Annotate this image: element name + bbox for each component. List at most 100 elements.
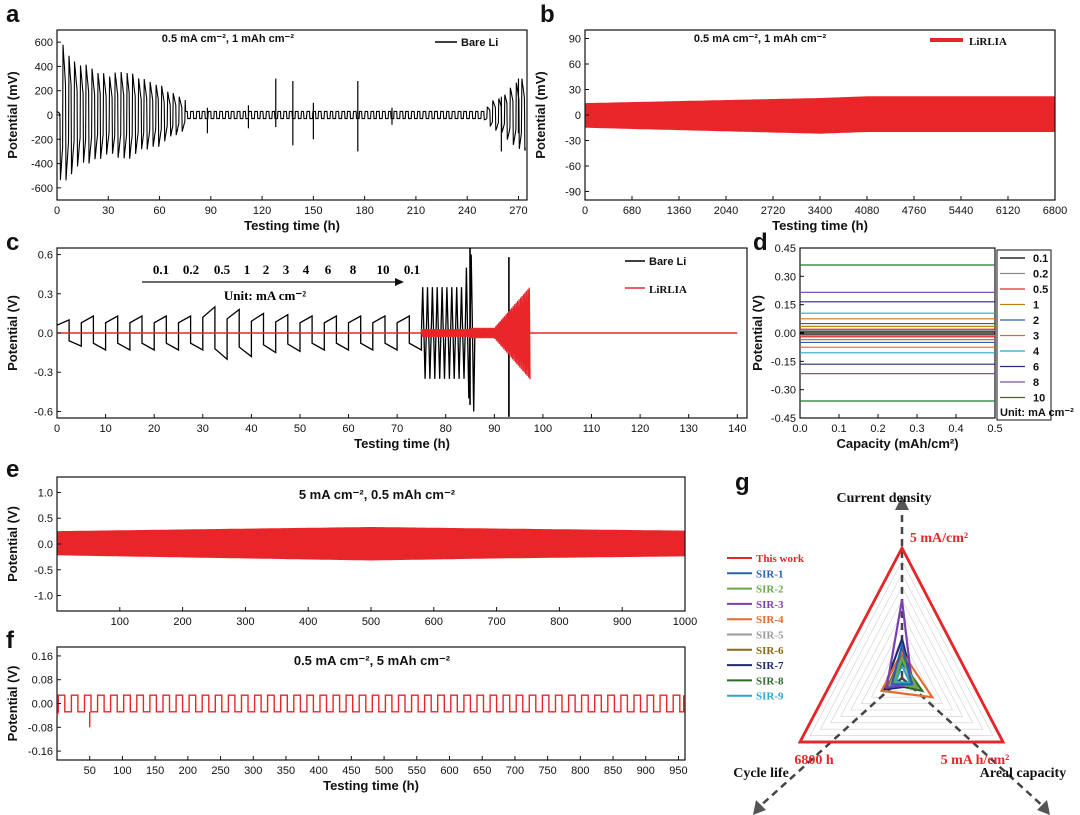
legend-label: SIR-9 <box>756 691 784 703</box>
rate-label: 3 <box>283 262 290 277</box>
axis-name-areal-capacity: Areal capacity <box>980 766 1066 781</box>
x-tick-label: 4080 <box>855 205 879 217</box>
rate-arrowhead <box>395 278 404 286</box>
rate-label: 10 <box>377 262 390 277</box>
x-tick-label: 80 <box>440 423 452 435</box>
x-tick-label: 850 <box>604 765 622 777</box>
x-tick-label: 550 <box>408 765 426 777</box>
y-tick-label: -90 <box>565 187 581 199</box>
x-tick-label: 120 <box>253 205 271 217</box>
x-tick-label: 350 <box>277 765 295 777</box>
y-tick-label: 0.16 <box>32 651 53 663</box>
legend-label: 0.2 <box>1033 269 1048 281</box>
x-tick-label: 90 <box>205 205 217 217</box>
x-tick-label: 2040 <box>714 205 738 217</box>
radar-arrowhead <box>1037 800 1050 815</box>
y-tick-label: 0 <box>47 110 53 122</box>
legend-label: 1 <box>1033 300 1039 312</box>
x-tick-label: 500 <box>362 616 380 628</box>
y-tick-label: 400 <box>35 61 53 73</box>
rate-label: 6 <box>325 262 332 277</box>
y-axis-title: Potential (mV) <box>533 71 548 158</box>
axis-name-cycle-life: Cycle life <box>733 766 789 781</box>
x-tick-label: 180 <box>355 205 373 217</box>
y-tick-label: 0.0 <box>38 539 53 551</box>
x-axis-title: Testing time (h) <box>354 436 450 451</box>
x-tick-label: 700 <box>506 765 524 777</box>
x-tick-label: 6800 <box>1043 205 1067 217</box>
x-tick-label: 400 <box>309 765 327 777</box>
y-tick-label: -1.0 <box>34 591 53 603</box>
legend-label: SIR-4 <box>756 614 784 626</box>
x-tick-label: 60 <box>153 205 165 217</box>
condition-label: 0.5 mA cm⁻², 1 mAh cm⁻² <box>162 33 295 45</box>
rate-label: 2 <box>263 262 270 277</box>
legend-label: SIR-7 <box>756 660 784 672</box>
x-tick-label: 0 <box>54 205 60 217</box>
x-tick-label: 300 <box>236 616 254 628</box>
x-axis-title: Testing time (h) <box>323 778 419 793</box>
x-tick-label: 100 <box>111 616 129 628</box>
y-axis-title: Potential (V) <box>5 295 20 371</box>
legend-label: 4 <box>1033 346 1040 358</box>
x-tick-label: 450 <box>342 765 360 777</box>
bare-li-trace <box>56 254 510 417</box>
legend-unit: Unit: mA cm⁻² <box>1000 407 1074 419</box>
y-tick-label: -200 <box>31 134 53 146</box>
legend-label-lirlia: LiRLIA <box>649 284 687 296</box>
x-axis-title: Testing time (h) <box>244 218 340 233</box>
x-tick-label: 40 <box>245 423 257 435</box>
radar-grid <box>819 573 984 730</box>
y-tick-label: 1.0 <box>38 487 53 499</box>
panel-label: a <box>6 1 20 28</box>
legend-label: This work <box>756 553 805 565</box>
legend-label: SIR-2 <box>756 584 784 596</box>
x-tick-label: 120 <box>631 423 649 435</box>
radar-series-sir-9 <box>894 662 912 685</box>
lirlia-trace <box>56 694 685 716</box>
legend-label: SIR-1 <box>756 568 784 580</box>
x-tick-label: 500 <box>375 765 393 777</box>
x-tick-label: 150 <box>146 765 164 777</box>
radar-grid <box>809 560 994 736</box>
y-axis-title: Potential (mV) <box>5 71 20 158</box>
y-tick-label: -0.16 <box>28 746 53 758</box>
condition-label: 0.5 mA cm⁻², 5 mAh cm⁻² <box>294 653 451 668</box>
rate-label: 1 <box>244 262 251 277</box>
x-tick-label: 100 <box>113 765 131 777</box>
panel-label: g <box>735 469 750 496</box>
x-tick-label: 0.2 <box>870 423 885 435</box>
chart-f: -0.16 -0.08 0.00 0.08 0.16 50 100 150 200 250 300 3… <box>5 627 688 793</box>
y-tick-label: -0.3 <box>34 367 53 379</box>
y-tick-label: 0.00 <box>32 699 53 711</box>
condition-label: 5 mA cm⁻², 0.5 mAh cm⁻² <box>299 487 456 502</box>
radar-grid <box>860 625 943 704</box>
x-tick-label: 900 <box>613 616 631 628</box>
x-tick-label: 400 <box>299 616 317 628</box>
x-tick-label: 680 <box>623 205 641 217</box>
chart-d: -0.45 -0.30 -0.15 0.00 0.15 0.30 0.45 0.0 0.1 0.2… <box>750 229 1074 451</box>
x-tick-label: 0.5 <box>987 423 1002 435</box>
legend-label: SIR-6 <box>756 645 784 657</box>
y-tick-label: -400 <box>31 159 53 171</box>
y-tick-label: -600 <box>31 183 53 195</box>
x-tick-label: 70 <box>391 423 403 435</box>
x-tick-label: 210 <box>407 205 425 217</box>
x-tick-label: 3400 <box>808 205 832 217</box>
y-tick-label: -0.08 <box>28 722 53 734</box>
x-axis-title: Testing time (h) <box>772 218 868 233</box>
x-tick-label: 10 <box>99 423 111 435</box>
chart-c: -0.6 -0.3 0.0 0.3 0.6 0 10 20 30 40 50 60 70 80 90 100 1… <box>5 229 748 451</box>
max-label-areal-capacity: 5 mA h/cm² <box>941 753 1010 768</box>
x-tick-label: 0.3 <box>909 423 924 435</box>
y-tick-label: 0 <box>575 110 581 122</box>
y-tick-label: -0.15 <box>771 356 796 368</box>
panel-label: d <box>753 229 768 256</box>
x-tick-label: 650 <box>473 765 491 777</box>
legend-label: 0.5 <box>1033 284 1048 296</box>
y-tick-label: 0.08 <box>32 675 53 687</box>
panel-label: c <box>6 229 19 256</box>
chart-g: g Current density Areal capacity Cycle life… <box>727 469 1066 815</box>
x-tick-label: 800 <box>571 765 589 777</box>
x-tick-label: 6120 <box>996 205 1020 217</box>
